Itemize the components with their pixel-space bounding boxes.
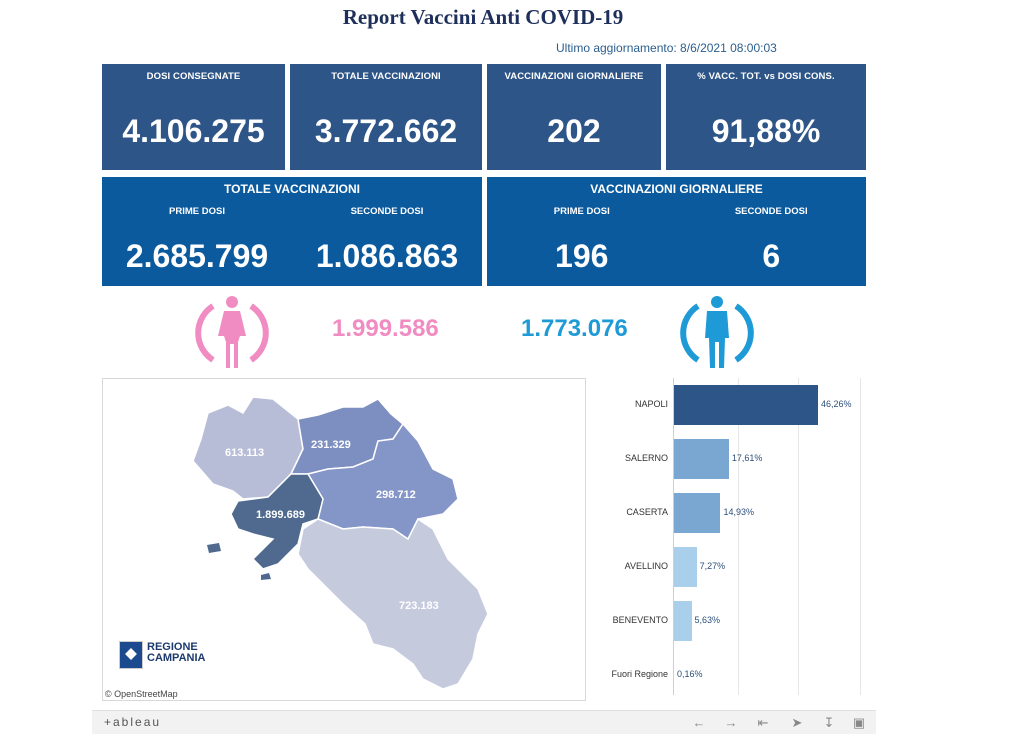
kpi-label: VACCINAZIONI GIORNALIERE (504, 71, 644, 82)
emblem-icon (119, 641, 143, 669)
map-label-salerno: 723.183 (399, 600, 439, 612)
bar-category-label: BENEVENTO (612, 615, 668, 625)
campania-map[interactable]: 613.113 231.329 298.712 1.899.689 723.18… (102, 378, 586, 701)
map-label-avellino: 298.712 (376, 489, 416, 501)
kpi-label: DOSI CONSEGNATE (146, 71, 241, 82)
last-updated: Ultimo aggiornamento: 8/6/2021 08:00:03 (556, 41, 777, 55)
regione-campania-logo: REGIONE CAMPANIA (119, 639, 219, 673)
map-attribution[interactable]: © OpenStreetMap (105, 689, 178, 699)
province-bar-chart: NAPOLI 46,26% SALERNO 17,61% CASERTA 14,93% AV… (596, 378, 876, 701)
bar-value-label: 46,26% (821, 399, 852, 409)
vaccinazioni-giornaliere-panel: VACCINAZIONI GIORNALIERE PRIME DOSI SECO… (487, 177, 866, 286)
bar-category-label: NAPOLI (634, 399, 668, 409)
kpi-value: 4.106.275 (122, 113, 265, 149)
bar[interactable] (674, 547, 697, 587)
kpi-value: 202 (547, 113, 601, 149)
male-vaccinated-count: 1.773.076 (521, 315, 628, 342)
seconde-dosi-label: SECONDE DOSI (734, 206, 808, 217)
male-icon (680, 296, 754, 368)
bar-category-label: CASERTA (626, 507, 668, 517)
fullscreen-icon[interactable]: ▣ (852, 715, 866, 730)
gridline (798, 378, 799, 695)
bar-row[interactable]: SALERNO 17,61% (596, 439, 876, 481)
prime-dosi-value: 2.685.799 (125, 238, 269, 274)
prime-dosi-value: 196 (555, 238, 609, 274)
seconde-dosi-value: 6 (762, 238, 781, 274)
bar[interactable] (674, 601, 692, 641)
page-title: Report Vaccini Anti COVID-19 (342, 5, 624, 29)
kpi-vaccinazioni-giornaliere: VACCINAZIONI GIORNALIERE 202 (487, 64, 661, 170)
bar-value-label: 17,61% (731, 453, 763, 463)
kpi-label: % VACC. TOT. vs DOSI CONS. (697, 71, 835, 82)
gridline (738, 378, 739, 695)
female-icon (195, 296, 269, 368)
bar-category-label: SALERNO (624, 453, 668, 463)
bar-category-label: Fuori Regione (611, 669, 668, 679)
gridline (860, 378, 861, 695)
chart-axis (673, 378, 674, 695)
tableau-logo[interactable]: +ableau (104, 715, 162, 729)
bar[interactable] (674, 439, 729, 479)
undo-icon[interactable]: ← (692, 715, 706, 730)
map-region-salerno (297, 517, 489, 690)
bar[interactable] (674, 385, 818, 425)
bar-value-label: 7,27% (699, 561, 726, 571)
bar-row[interactable]: CASERTA 14,93% (596, 493, 876, 535)
share-icon[interactable]: ➤ (791, 715, 803, 730)
seconde-dosi-value: 1.086.863 (315, 238, 459, 274)
map-label-benevento: 231.329 (311, 439, 351, 451)
map-label-caserta: 613.113 (225, 447, 265, 459)
panel-heading: VACCINAZIONI GIORNALIERE (590, 182, 763, 196)
bar-value-label: 5,63% (694, 615, 721, 625)
kpi-value: 91,88% (711, 113, 821, 149)
map-label-napoli: 1.899.689 (256, 509, 305, 521)
redo-icon[interactable]: → (724, 715, 738, 730)
bar-row[interactable]: BENEVENTO 5,63% (596, 601, 876, 643)
download-icon[interactable]: ↧ (823, 715, 835, 730)
bar-row[interactable]: AVELLINO 7,27% (596, 547, 876, 589)
totale-vaccinazioni-panel: TOTALE VACCINAZIONI PRIME DOSI SECONDE D… (102, 177, 482, 286)
prime-dosi-label: PRIME DOSI (553, 206, 610, 217)
revert-icon[interactable]: ⇤ (757, 715, 769, 730)
tableau-toolbar: +ableau ← → ⇤ ➤ ↧ ▣ (92, 710, 876, 734)
bar[interactable] (674, 493, 721, 533)
kpi-label: TOTALE VACCINAZIONI (331, 71, 441, 82)
kpi-percent-vacc: % VACC. TOT. vs DOSI CONS. 91,88% (666, 64, 866, 170)
bar-value-label: 14,93% (723, 507, 754, 517)
kpi-dosi-consegnate: DOSI CONSEGNATE 4.106.275 (102, 64, 285, 170)
female-vaccinated-count: 1.999.586 (332, 315, 439, 342)
kpi-totale-vaccinazioni: TOTALE VACCINAZIONI 3.772.662 (290, 64, 482, 170)
seconde-dosi-label: SECONDE DOSI (350, 206, 424, 217)
prime-dosi-label: PRIME DOSI (169, 206, 225, 217)
bar-row[interactable]: NAPOLI 46,26% (596, 385, 876, 427)
bar-category-label: AVELLINO (624, 561, 668, 571)
bar-value-label: 0,16% (677, 669, 703, 679)
bar-row[interactable]: Fuori Regione 0,16% (596, 655, 876, 697)
panel-heading: TOTALE VACCINAZIONI (224, 182, 360, 196)
kpi-value: 3.772.662 (314, 113, 458, 149)
map-region-napoli (230, 473, 324, 570)
